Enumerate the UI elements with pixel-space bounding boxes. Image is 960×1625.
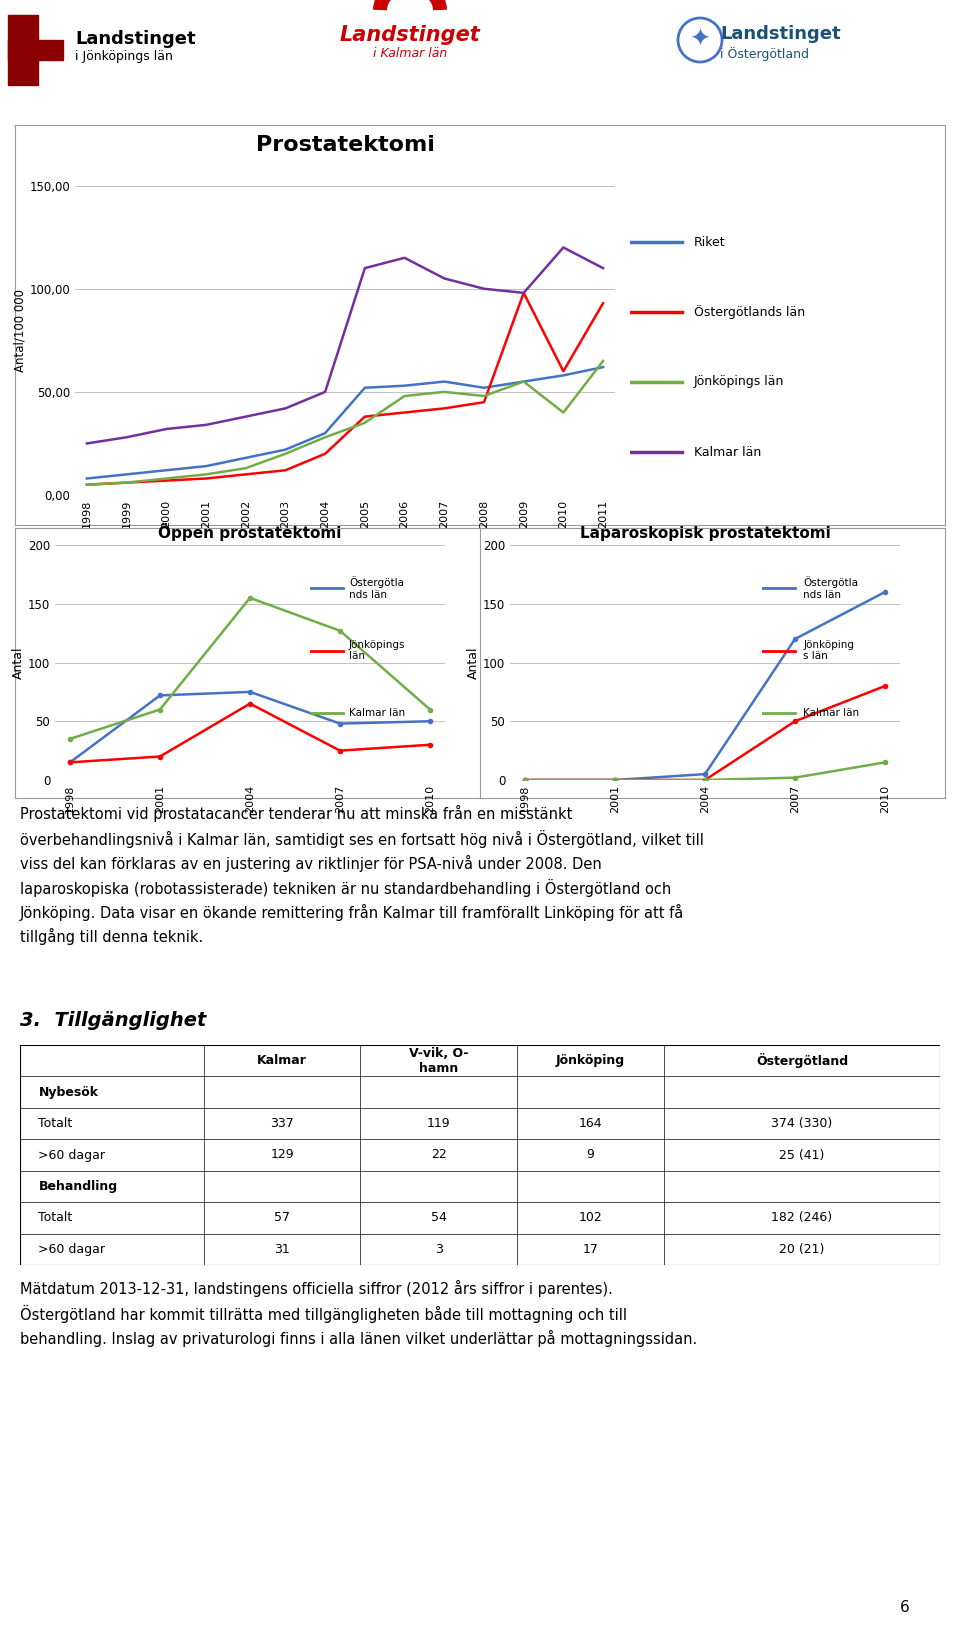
Text: 3: 3 (435, 1243, 443, 1256)
Text: Kalmar län: Kalmar län (349, 708, 405, 718)
Text: Kalmar: Kalmar (257, 1055, 307, 1068)
Y-axis label: Antal: Antal (12, 647, 25, 679)
Text: V-vik, O-
hamn: V-vik, O- hamn (409, 1046, 468, 1074)
Text: 182 (246): 182 (246) (772, 1211, 832, 1224)
Text: Behandling: Behandling (38, 1180, 117, 1193)
Text: Jönköpings
län: Jönköpings län (349, 640, 405, 661)
Text: Landstinget: Landstinget (340, 24, 480, 46)
Text: Kalmar län: Kalmar län (694, 445, 761, 458)
Text: 22: 22 (431, 1149, 446, 1162)
Text: 9: 9 (587, 1149, 594, 1162)
Text: Östergötland: Östergötland (756, 1053, 848, 1068)
Text: Östergötla
nds län: Östergötla nds län (804, 575, 858, 600)
Text: Landstinget: Landstinget (75, 29, 196, 49)
Text: 31: 31 (275, 1243, 290, 1256)
Y-axis label: Antal/100 000: Antal/100 000 (13, 289, 27, 372)
Text: i Jönköpings län: i Jönköpings län (75, 50, 173, 63)
Text: >60 dagar: >60 dagar (38, 1149, 106, 1162)
Text: Totalt: Totalt (38, 1116, 73, 1129)
Text: Östergötla
nds län: Östergötla nds län (349, 575, 404, 600)
Title: Laparoskopisk prostatektomi: Laparoskopisk prostatektomi (580, 526, 830, 541)
Text: 164: 164 (579, 1116, 602, 1129)
Text: Jönköping: Jönköping (556, 1055, 625, 1068)
Text: 20 (21): 20 (21) (780, 1243, 825, 1256)
Text: Jönköping
s län: Jönköping s län (804, 640, 854, 661)
Bar (8, 41, 63, 60)
Text: 102: 102 (579, 1211, 602, 1224)
Text: Östergötlands län: Östergötlands län (694, 306, 804, 318)
Text: i Östergötland: i Östergötland (720, 47, 809, 62)
Text: Nybesök: Nybesök (38, 1086, 99, 1098)
Text: Prostatektomi vid prostatacancer tenderar nu att minska från en misstänkt
överbe: Prostatektomi vid prostatacancer tendera… (20, 804, 704, 946)
Text: 17: 17 (583, 1243, 598, 1256)
Text: 6: 6 (900, 1601, 910, 1615)
Text: Landstinget: Landstinget (720, 24, 841, 42)
Text: 25 (41): 25 (41) (780, 1149, 825, 1162)
Text: 54: 54 (431, 1211, 446, 1224)
Text: Kalmar län: Kalmar län (804, 708, 859, 718)
Text: 119: 119 (427, 1116, 450, 1129)
Y-axis label: Antal: Antal (468, 647, 480, 679)
Text: ✦: ✦ (689, 28, 710, 52)
Text: Riket: Riket (694, 236, 726, 249)
Text: Mätdatum 2013-12-31, landstingens officiella siffror (2012 års siffror i parente: Mätdatum 2013-12-31, landstingens offici… (20, 1280, 697, 1347)
Text: >60 dagar: >60 dagar (38, 1243, 106, 1256)
Title: Öppen prostatektomi: Öppen prostatektomi (158, 523, 342, 541)
Text: Jönköpings län: Jönköpings län (694, 375, 784, 388)
Text: Totalt: Totalt (38, 1211, 73, 1224)
Text: 337: 337 (271, 1116, 294, 1129)
Text: 374 (330): 374 (330) (772, 1116, 832, 1129)
Title: Prostatektomi: Prostatektomi (255, 135, 435, 154)
Bar (8, 15, 38, 84)
Text: 3.  Tillgänglighet: 3. Tillgänglighet (20, 1011, 206, 1030)
Text: 57: 57 (275, 1211, 290, 1224)
Text: i Kalmar län: i Kalmar län (372, 47, 447, 60)
Text: 129: 129 (271, 1149, 294, 1162)
